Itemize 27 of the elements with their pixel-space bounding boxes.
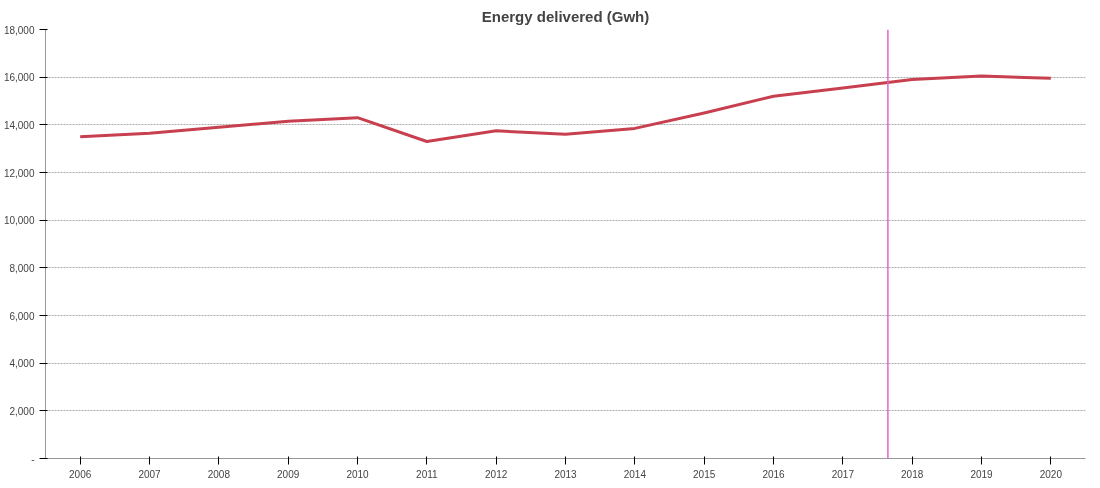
x-tick-label: 2019	[970, 468, 994, 480]
y-tick-label: 6,000	[9, 310, 35, 322]
line-series	[78, 74, 1053, 144]
y-tick-label: 12,000	[3, 167, 35, 179]
x-tick-label: 2013	[554, 468, 578, 480]
x-tick-label: 2017	[831, 468, 855, 480]
x-tick-label: 2010	[346, 468, 370, 480]
x-tick-label: 2007	[138, 468, 162, 480]
x-tick-label: 2008	[207, 468, 231, 480]
chart-title: Energy delivered (Gwh)	[481, 7, 650, 25]
x-tick-label: 2009	[277, 468, 300, 480]
y-tick-label: 18,000	[3, 24, 35, 36]
x-tick-label: 2018	[901, 468, 924, 480]
y-tick-label: 16,000	[3, 72, 35, 84]
y-tick-label: -	[31, 453, 35, 465]
y-tick-label: 14,000	[3, 119, 35, 131]
x-tick-label: 2015	[693, 468, 716, 480]
y-tick-label: 8,000	[9, 262, 35, 274]
x-tick-label: 2016	[762, 468, 786, 480]
x-tick-label: 2006	[69, 468, 92, 480]
y-tick-label: 2,000	[9, 405, 35, 417]
x-tick-label: 2014	[623, 468, 647, 480]
y-tick-label: 4,000	[9, 358, 35, 370]
x-tick-label: 2011	[416, 468, 439, 480]
y-tick-label: 10,000	[3, 215, 35, 227]
x-tick-label: 2020	[1039, 468, 1063, 480]
x-tick-label: 2012	[485, 468, 508, 480]
